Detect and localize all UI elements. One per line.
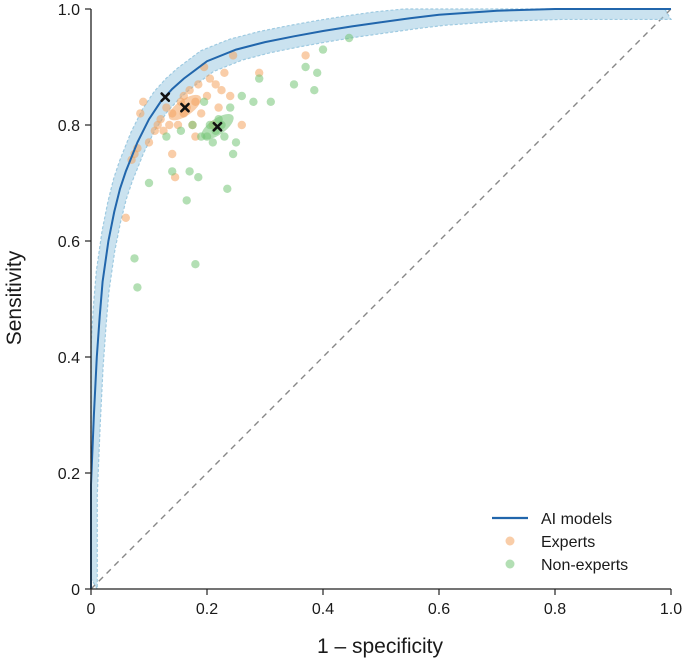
scatter-points-layer <box>121 33 354 292</box>
experts-point <box>237 120 246 130</box>
non-experts-operating-point-marker <box>212 121 223 132</box>
x-tick-label: 0 <box>87 601 96 618</box>
axes-layer <box>90 9 671 590</box>
non-experts-point <box>162 132 171 141</box>
experts-point <box>179 91 188 101</box>
y-tick-label: 0.8 <box>58 118 80 135</box>
non-experts-point <box>208 138 217 147</box>
ai-roc-curve-layer <box>90 8 671 589</box>
non-experts-point <box>226 103 235 112</box>
experts-operating-point-marker <box>180 102 190 113</box>
experts-point <box>301 51 310 60</box>
non-experts-point <box>188 120 197 130</box>
non-experts-point <box>220 132 229 141</box>
x-tick-label: 0.2 <box>196 601 218 618</box>
non-experts-point <box>133 283 142 292</box>
non-experts-point <box>197 132 206 141</box>
experts-point <box>156 115 165 124</box>
experts-point <box>191 97 200 107</box>
operating-points-layer <box>160 92 223 132</box>
ai-models-roc-line <box>90 8 671 589</box>
y-tick-label: 1.0 <box>58 2 80 19</box>
ai-models-operating-point-marker <box>160 92 171 103</box>
legend-label-experts: Experts <box>541 534 595 551</box>
diagonal-reference-line <box>90 8 672 590</box>
experts-point <box>168 149 177 159</box>
experts-point <box>220 68 229 78</box>
non-experts-point <box>289 80 299 89</box>
non-experts-point <box>168 167 177 176</box>
experts-point <box>226 91 235 101</box>
non-experts-point <box>266 97 275 107</box>
experts-point <box>165 120 174 130</box>
non-experts-point <box>228 149 238 159</box>
non-experts-point <box>318 45 328 54</box>
experts-point <box>191 132 200 141</box>
y-tick-label: 0.6 <box>58 234 80 251</box>
non-experts-point <box>255 74 264 83</box>
diagonal-reference-layer <box>90 8 672 590</box>
x-tick-label: 0.4 <box>312 601 334 618</box>
experts-point <box>121 213 130 222</box>
non-experts-point <box>182 196 191 205</box>
non-experts-point <box>313 68 322 78</box>
x-axis-title: 1 – specificity <box>317 635 444 658</box>
experts-point <box>217 86 226 95</box>
non-experts-point <box>301 62 310 72</box>
legend-label-ai-models: AI models <box>541 511 612 528</box>
non-experts-point <box>194 173 203 182</box>
non-experts-point <box>205 120 215 130</box>
experts-point <box>211 80 220 89</box>
ai-confidence-band-layer <box>90 8 673 592</box>
experts-point <box>228 51 238 60</box>
non-experts-point <box>344 33 354 43</box>
experts-point <box>162 103 171 112</box>
legend-swatch-experts <box>505 536 515 546</box>
non-experts-point <box>130 254 139 263</box>
experts-point <box>136 109 145 118</box>
y-tick-label: 0 <box>71 582 80 599</box>
legend-swatch-non-experts <box>505 559 515 569</box>
experts-point <box>194 80 203 89</box>
ticks-layer: 0 0.2 0.4 0.6 0.8 1.0 0 0.2 0.4 0.6 0.8 1.0 <box>58 2 682 618</box>
non-experts-point <box>191 260 200 269</box>
non-experts-point <box>144 178 154 188</box>
experts-point <box>185 86 194 95</box>
experts-point <box>144 138 154 147</box>
experts-point <box>214 103 223 112</box>
non-experts-point <box>202 132 212 141</box>
y-tick-label: 0.2 <box>58 466 80 483</box>
ai-models-confidence-band <box>90 8 673 592</box>
experts-point <box>255 68 264 78</box>
experts-point <box>205 74 215 83</box>
non-experts-point <box>176 126 186 135</box>
experts-point <box>168 109 177 118</box>
x-tick-label: 0.8 <box>544 601 566 618</box>
experts-point <box>197 109 206 118</box>
non-experts-point <box>185 167 194 176</box>
y-axis-title: Sensitivity <box>3 250 26 345</box>
non-experts-point <box>249 97 258 107</box>
non-experts-point <box>199 97 209 107</box>
non-experts-point <box>231 138 241 147</box>
legend: AI models Experts Non-experts <box>492 511 628 574</box>
x-tick-label: 1.0 <box>660 601 682 618</box>
non-experts-point <box>223 184 232 193</box>
y-tick-label: 0.4 <box>58 350 80 367</box>
non-experts-point <box>237 91 246 101</box>
legend-label-non-experts: Non-experts <box>541 557 628 574</box>
x-tick-label: 0.6 <box>428 601 450 618</box>
experts-point <box>139 97 148 107</box>
non-experts-point <box>310 86 319 95</box>
